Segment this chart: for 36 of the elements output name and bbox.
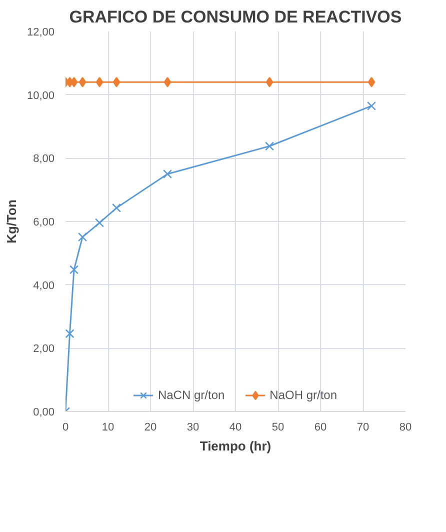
- legend-label: NaOH gr/ton: [270, 388, 338, 402]
- x-axis-title: Tiempo (hr): [200, 438, 272, 454]
- y-tick-label: 6,00: [33, 216, 55, 228]
- y-axis-title: Kg/Ton: [4, 200, 19, 244]
- legend-label: NaCN gr/ton: [158, 388, 225, 402]
- y-tick-label: 0,00: [33, 406, 55, 418]
- y-tick-label: 4,00: [33, 280, 55, 292]
- point: [70, 77, 78, 88]
- point: [264, 142, 274, 151]
- point: [66, 329, 74, 338]
- point: [266, 77, 274, 88]
- point: [78, 77, 86, 88]
- point: [78, 232, 88, 242]
- y-tick-label: 12,00: [26, 26, 55, 38]
- y-tick-label: 2,00: [33, 343, 55, 356]
- point: [112, 203, 122, 212]
- x-tick-label: 60: [314, 422, 327, 434]
- x-tick-label: 10: [102, 422, 114, 434]
- point: [94, 218, 104, 228]
- point: [368, 77, 376, 88]
- point: [164, 77, 172, 88]
- x-tick-label: 30: [186, 422, 200, 434]
- x-tick-label: 0: [62, 422, 69, 434]
- x-tick-label: 20: [144, 422, 157, 434]
- x-tick-label: 40: [229, 422, 242, 434]
- y-tick-label: 10,00: [26, 90, 55, 102]
- point: [112, 77, 120, 88]
- point: [96, 77, 104, 88]
- x-tick-label: 50: [272, 422, 284, 434]
- x-tick-label: 80: [399, 422, 412, 434]
- point: [69, 265, 79, 274]
- y-tick-label: 8,00: [33, 153, 55, 166]
- point: [366, 101, 376, 110]
- chart-title: GRAFICO DE CONSUMO DE REACTIVOS: [69, 8, 402, 26]
- x-tick-label: 70: [356, 422, 370, 434]
- point: [162, 169, 172, 179]
